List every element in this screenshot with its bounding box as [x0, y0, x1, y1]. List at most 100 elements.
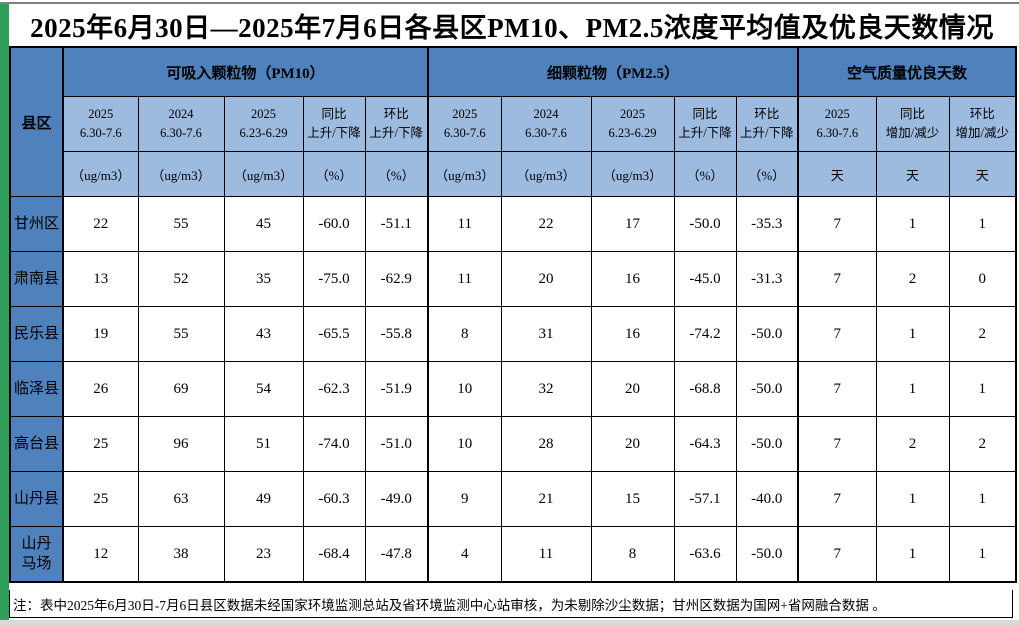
data-cell: -75.0 — [302, 251, 366, 307]
data-cell: 17 — [590, 196, 675, 252]
data-cell: 13 — [62, 251, 139, 307]
column-subheader: 同比 上升/下降 — [302, 96, 366, 152]
data-cell: 11 — [427, 251, 502, 307]
data-cell: 23 — [223, 526, 304, 583]
column-subheader: 2025 6.23-6.29 — [590, 96, 675, 152]
data-cell: 0 — [948, 251, 1017, 307]
data-cell: 2 — [875, 251, 950, 307]
data-cell: -68.4 — [302, 526, 366, 583]
data-cell: -63.6 — [673, 526, 737, 583]
column-unit: 天 — [797, 151, 877, 197]
table-body: 甘州区 22 55 45 -60.0 -51.1 11 22 17 -50.0 -35.3 7 1 1 肃南… — [9, 196, 1017, 583]
data-cell: -57.1 — [673, 471, 737, 527]
data-cell: 63 — [137, 471, 225, 527]
data-cell: 8 — [427, 306, 502, 362]
table-row: 甘州区 22 55 45 -60.0 -51.1 11 22 17 -50.0 -35.3 7 1 1 — [9, 196, 1017, 252]
column-subheader: 2025 6.30-7.6 — [427, 96, 502, 152]
footnote: 注：表中2025年6月30日-7月6日县区数据未经国家环境监测总站及省环境监测中… — [9, 590, 1013, 618]
data-cell: 15 — [590, 471, 675, 527]
data-cell: -62.3 — [302, 361, 366, 417]
data-cell: 21 — [500, 471, 592, 527]
data-cell: 10 — [427, 361, 502, 417]
column-subheader: 环比 增加/减少 — [948, 96, 1017, 152]
data-cell: 1 — [948, 526, 1017, 583]
data-cell: 10 — [427, 416, 502, 472]
data-cell: 22 — [500, 196, 592, 252]
left-green-strip — [0, 4, 9, 620]
data-cell: 7 — [797, 306, 877, 362]
column-subheader: 环比 上升/下降 — [735, 96, 799, 152]
data-cell: 1 — [948, 471, 1017, 527]
row-label-county: 山丹县 — [9, 471, 64, 527]
data-cell: -50.0 — [735, 526, 799, 583]
data-cell: 19 — [62, 306, 139, 362]
data-cell: 12 — [62, 526, 139, 583]
column-subheader: 2025 6.30-7.6 — [797, 96, 877, 152]
data-cell: 11 — [500, 526, 592, 583]
data-cell: 45 — [223, 196, 304, 252]
row-label-county: 肃南县 — [9, 251, 64, 307]
data-cell: -51.1 — [364, 196, 429, 252]
column-unit: 天 — [948, 151, 1017, 197]
data-cell: 28 — [500, 416, 592, 472]
data-cell: 1 — [875, 361, 950, 417]
column-unit: （%） — [673, 151, 737, 197]
column-subheader: 2025 6.30-7.6 — [62, 96, 139, 152]
corner-header-county: 县区 — [9, 46, 64, 197]
data-cell: 7 — [797, 526, 877, 583]
column-unit: （%） — [735, 151, 799, 197]
data-cell: 69 — [137, 361, 225, 417]
data-cell: 1 — [875, 471, 950, 527]
data-cell: 49 — [223, 471, 304, 527]
data-cell: -64.3 — [673, 416, 737, 472]
data-cell: 35 — [223, 251, 304, 307]
data-cell: -31.3 — [735, 251, 799, 307]
data-cell: -60.3 — [302, 471, 366, 527]
column-subheader: 2024 6.30-7.6 — [137, 96, 225, 152]
data-cell: 54 — [223, 361, 304, 417]
top-divider — [0, 2, 1019, 4]
data-cell: 25 — [62, 471, 139, 527]
column-subheader: 2024 6.30-7.6 — [500, 96, 592, 152]
table-row: 山丹县 25 63 49 -60.3 -49.0 9 21 15 -57.1 -40.0 7 1 1 — [9, 471, 1017, 527]
data-cell: -50.0 — [735, 361, 799, 417]
data-cell: 51 — [223, 416, 304, 472]
table-row: 民乐县 19 55 43 -65.5 -55.8 8 31 16 -74.2 -50.0 7 1 2 — [9, 306, 1017, 362]
column-subheader: 环比 上升/下降 — [364, 96, 429, 152]
data-cell: 8 — [590, 526, 675, 583]
table-row: 肃南县 13 52 35 -75.0 -62.9 11 20 16 -45.0 -31.3 7 2 0 — [9, 251, 1017, 307]
data-cell: 1 — [948, 361, 1017, 417]
data-cell: 20 — [500, 251, 592, 307]
data-cell: 16 — [590, 251, 675, 307]
data-cell: 7 — [797, 196, 877, 252]
data-cell: 7 — [797, 251, 877, 307]
data-cell: 26 — [62, 361, 139, 417]
row-label-county: 临泽县 — [9, 361, 64, 417]
data-cell: 4 — [427, 526, 502, 583]
data-cell: 7 — [797, 416, 877, 472]
data-cell: -35.3 — [735, 196, 799, 252]
data-cell: 43 — [223, 306, 304, 362]
data-cell: 2 — [875, 416, 950, 472]
data-cell: 25 — [62, 416, 139, 472]
data-cell: 7 — [797, 361, 877, 417]
column-subheader: 2025 6.23-6.29 — [223, 96, 304, 152]
column-unit: （%） — [302, 151, 366, 197]
data-cell: 1 — [875, 306, 950, 362]
data-cell: 20 — [590, 416, 675, 472]
column-unit: （ug/m3） — [500, 151, 592, 197]
data-cell: -74.0 — [302, 416, 366, 472]
data-cell: -62.9 — [364, 251, 429, 307]
column-unit: （ug/m3） — [223, 151, 304, 197]
data-cell: 96 — [137, 416, 225, 472]
column-unit: （ug/m3） — [590, 151, 675, 197]
data-cell: 52 — [137, 251, 225, 307]
row-label-county: 民乐县 — [9, 306, 64, 362]
table-row: 临泽县 26 69 54 -62.3 -51.9 10 32 20 -68.8 -50.0 7 1 1 — [9, 361, 1017, 417]
data-cell: -50.0 — [735, 306, 799, 362]
group-header: 可吸入颗粒物（PM10） — [61, 46, 429, 97]
bottom-strip — [0, 620, 1019, 625]
column-unit: （ug/m3） — [137, 151, 225, 197]
group-header: 空气质量优良天数 — [797, 46, 1017, 97]
